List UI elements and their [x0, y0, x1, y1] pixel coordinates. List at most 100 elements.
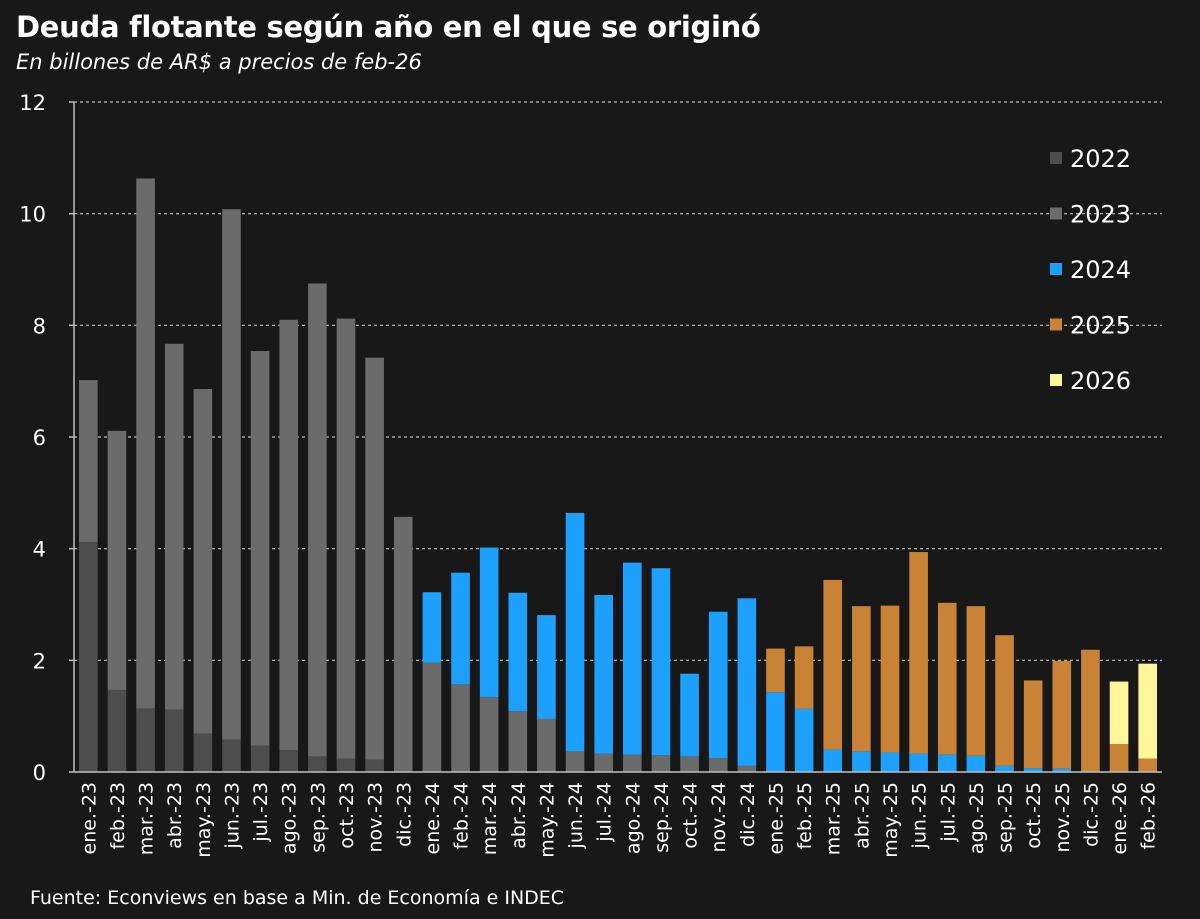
bar-segment-2022: [107, 689, 127, 772]
bar-segment-2024: [823, 749, 843, 772]
bar-segment-2025: [823, 579, 843, 750]
bar-segment-2024: [565, 512, 585, 752]
bar-segment-2024: [623, 562, 642, 755]
x-tick-label: jun.-23: [221, 782, 243, 849]
x-tick-label: ene.-26: [1109, 782, 1131, 855]
bar-segment-2023: [708, 758, 728, 772]
x-tick-label: oct.-24: [680, 782, 702, 849]
x-tick-label: abr.-25: [851, 782, 873, 849]
bar-segment-2025: [937, 602, 957, 755]
x-tick-label: ene.-23: [78, 782, 100, 855]
bar-segment-2022: [79, 541, 98, 772]
bar-segment-2024: [909, 753, 928, 772]
x-tick-label: feb.-24: [451, 782, 473, 850]
bar-segment-2023: [365, 357, 384, 760]
source-note: Fuente: Econviews en base a Min. de Econ…: [30, 887, 565, 909]
bar-segment-2023: [222, 209, 241, 740]
bar-segment-2022: [250, 745, 270, 772]
bar-segment-2025: [766, 648, 785, 693]
bar-segment-2025: [995, 635, 1014, 766]
bar-segment-2024: [422, 592, 442, 663]
bar-segment-2024: [479, 547, 499, 698]
x-tick-label: sep.-25: [995, 782, 1017, 853]
x-tick-label: mar.-24: [479, 782, 501, 855]
bar-segment-2024: [680, 673, 699, 757]
bar-segment-2024: [651, 568, 671, 756]
bar-segment-2023: [537, 718, 556, 772]
bar-segment-2024: [1052, 768, 1072, 772]
bar-segment-2025: [1081, 649, 1100, 772]
bar-segment-2024: [708, 611, 728, 759]
bar-segment-2023: [279, 319, 299, 751]
x-tick-label: jul.-24: [594, 782, 616, 843]
legend-label-2022: 2022: [1070, 145, 1131, 173]
bar-segment-2023: [136, 178, 155, 709]
x-tick-label: sep.-23: [307, 782, 329, 853]
x-tick-label: dic.-25: [1080, 782, 1102, 847]
legend-label-2025: 2025: [1070, 312, 1131, 340]
x-tick-label: mar.-25: [823, 782, 845, 855]
x-tick-label: may.-25: [880, 782, 902, 858]
x-tick-label: may.-24: [536, 782, 558, 858]
bar-segment-2024: [537, 615, 556, 719]
legend-swatch-2023: [1050, 207, 1062, 220]
bar-segment-2023: [107, 430, 127, 690]
bar-segment-2025: [1023, 680, 1043, 769]
x-tick-label: nov.-25: [1052, 782, 1074, 853]
legend-label-2026: 2026: [1070, 367, 1131, 395]
bar-segment-2023: [250, 351, 270, 746]
bar-segment-2023: [623, 754, 642, 772]
legend-label-2024: 2024: [1070, 256, 1131, 284]
bar-segment-2023: [651, 755, 671, 772]
x-tick-label: abr.-23: [164, 782, 186, 849]
bar-segment-2023: [508, 711, 528, 772]
bar-segment-2024: [737, 598, 757, 766]
bar-segment-2024: [937, 754, 957, 772]
bar-segment-2024: [880, 752, 900, 772]
x-tick-label: feb.-23: [107, 782, 129, 850]
bar-segment-2025: [880, 605, 900, 753]
x-tick-label: ene.-24: [422, 782, 444, 855]
x-tick-label: ene.-25: [765, 782, 787, 855]
x-tick-label: jul.-25: [937, 782, 959, 843]
y-tick-label: 0: [33, 761, 46, 785]
bar-segment-2023: [193, 388, 213, 734]
bar-segment-2025: [794, 646, 814, 709]
bar-segment-2026: [1138, 663, 1157, 759]
bar-segment-2023: [451, 684, 470, 772]
legend-swatch-2025: [1050, 318, 1062, 331]
bar-segment-2024: [594, 595, 613, 754]
bar-segment-2024: [794, 708, 814, 772]
bar-segment-2025: [1052, 660, 1072, 769]
x-tick-label: ago.-25: [966, 782, 988, 854]
bar-segment-2023: [336, 318, 356, 759]
bar-segment-2025: [909, 552, 928, 754]
bar-segment-2024: [966, 755, 986, 772]
x-tick-label: dic.-24: [737, 782, 759, 847]
bar-segment-2022: [193, 733, 213, 772]
x-tick-label: ago.-24: [622, 782, 644, 854]
bar-segment-2022: [336, 758, 356, 772]
x-tick-label: oct.-25: [1023, 782, 1045, 849]
bar-segment-2023: [479, 697, 499, 772]
bar-segment-2024: [995, 765, 1014, 772]
chart-subtitle: En billones de AR$ a precios de feb-26: [16, 50, 422, 74]
x-tick-label: oct.-23: [336, 782, 358, 849]
bar-segment-2022: [222, 739, 241, 772]
bar-segment-2022: [365, 759, 384, 772]
bar-segment-2022: [279, 750, 299, 772]
bar-segment-2023: [308, 283, 327, 757]
bar-segment-2022: [308, 756, 327, 772]
bar-segment-2024: [508, 592, 528, 712]
bar-segment-2022: [164, 709, 184, 772]
bar-segment-2023: [737, 765, 757, 772]
y-tick-label: 6: [33, 426, 46, 450]
bar-segment-2025: [966, 606, 986, 756]
y-tick-label: 12: [19, 91, 46, 115]
y-tick-label: 2: [33, 649, 46, 673]
bar-segment-2024: [1023, 768, 1043, 772]
x-tick-label: feb.-25: [794, 782, 816, 850]
bar-segment-2023: [680, 756, 699, 772]
legend-swatch-2026: [1050, 374, 1062, 386]
bar-segment-2023: [393, 516, 413, 772]
